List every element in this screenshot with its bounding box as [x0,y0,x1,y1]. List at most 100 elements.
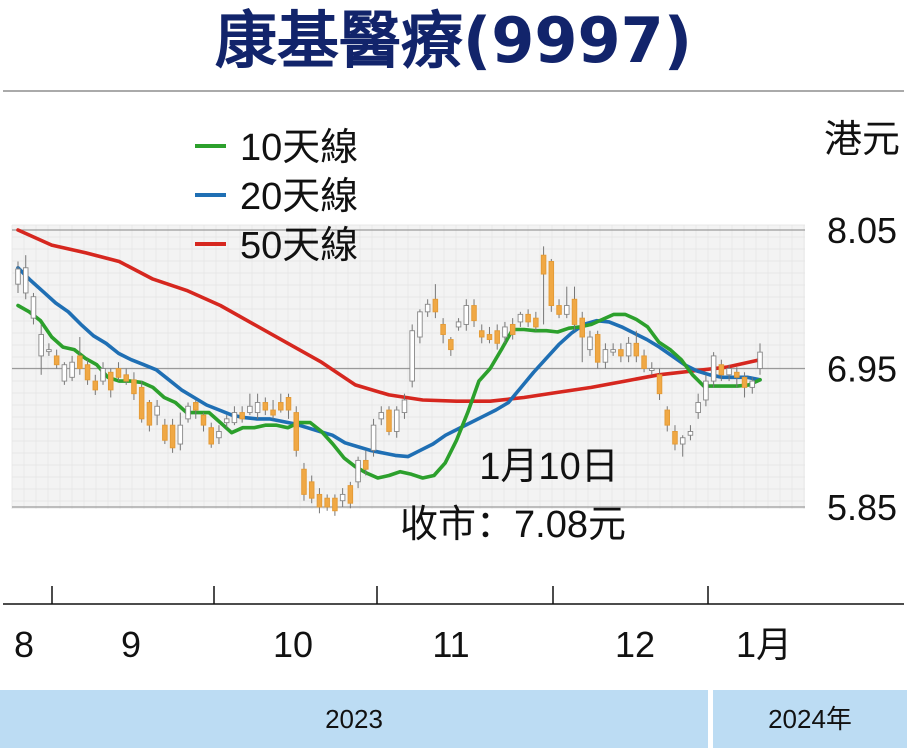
candle [509,318,516,340]
candle-body [440,323,446,335]
candle-body [556,305,562,315]
candle [455,318,462,331]
candle-body [278,402,284,411]
candle [84,359,91,385]
y-tick-labels: 8.05 6.95 5.85 [827,210,897,528]
candle [169,418,176,453]
x-axis-ticks [51,586,709,604]
candle-body [30,296,37,319]
candle [363,450,369,476]
candle-body [548,261,555,306]
candle [610,343,616,356]
candle [486,326,493,344]
candle [548,258,555,312]
month-label: 12 [615,624,655,665]
candle [517,311,524,327]
candle [533,311,539,331]
candle [231,406,238,426]
annotation-date: 1月10日 [479,446,618,488]
candle [587,330,593,356]
candle-body [587,336,593,351]
candle [115,362,122,382]
candle [355,456,361,489]
candle-body [610,349,616,353]
candle-body [200,414,207,426]
candle [649,362,655,375]
candle-body [486,334,493,340]
candle [564,286,570,319]
candle-body [417,311,423,338]
candle [46,343,52,356]
candle [308,475,315,504]
candle-body [231,412,238,424]
candle [424,299,431,317]
candle-body [146,402,153,426]
candle [378,406,385,426]
candle-body [703,380,709,401]
y-tick-label: 6.95 [827,349,897,390]
candle [200,412,207,432]
candle [540,246,547,325]
month-label: 8 [14,624,34,665]
candle [618,343,624,363]
candle [193,399,199,419]
candle [92,374,99,395]
candle-body [100,368,106,382]
candle-body [270,409,276,416]
year-2023: 2023 [0,690,708,748]
candle-body [734,371,740,378]
candle-body [301,468,307,495]
candle-body [92,380,99,391]
candle-body [633,342,640,357]
candle-body [131,379,137,395]
candle [703,374,709,407]
candle-body [262,402,269,411]
candle-body [254,402,261,414]
candle [625,337,632,363]
candle-body [123,374,129,382]
candle-body [38,334,44,357]
candle [53,349,60,369]
candle [494,324,500,350]
candle [502,321,508,344]
candle-body [749,380,756,388]
candle-body [355,459,361,483]
candle [695,393,701,419]
candle [656,368,663,400]
candle-body [247,405,253,414]
month-label: 9 [121,624,141,665]
candle-body [53,355,60,366]
candle-body [363,459,369,470]
candle [278,393,284,413]
candle-body [533,317,539,328]
month-labels: 8 9 10 11 12 1月 [14,624,792,665]
candle-body [424,303,431,313]
y-tick-label: 8.05 [827,210,897,251]
candle [687,425,694,441]
y-tick-label: 5.85 [827,487,897,528]
candle-body [378,412,385,420]
candle-body [649,368,655,371]
candle [138,381,145,423]
candle-body [185,405,191,420]
candle [15,261,21,293]
candle-body [741,376,748,388]
candle-body [602,349,609,363]
candle-body [726,368,732,376]
candle [177,412,184,451]
candle [301,462,307,501]
candle [556,299,562,319]
candle-body [316,493,323,508]
candle [254,393,261,419]
candle-body [162,424,168,441]
horizontal-gridlines [12,229,805,508]
candle-body [393,409,400,432]
candle-body [401,399,408,414]
candle-body [710,355,717,382]
annotation-close: 收市：7.08元 [400,504,626,546]
candle-body [154,405,160,416]
candle-body [579,317,585,338]
candle-body [15,268,21,285]
legend-label-10: 10天線 [240,127,358,169]
candle-body [285,397,292,411]
